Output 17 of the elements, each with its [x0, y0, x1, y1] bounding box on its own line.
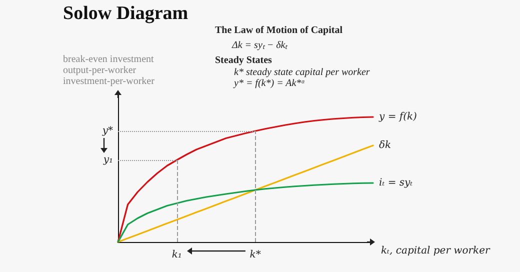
x-axis-title: kₜ, capital per worker — [381, 246, 492, 256]
text: Steady States — [215, 55, 272, 66]
series-label: y = f(k) — [378, 112, 418, 122]
ref-line-label: y₁ — [102, 154, 113, 166]
x-tick-label: k₁ — [172, 250, 182, 260]
text: break-even investment — [63, 54, 154, 65]
chart-title: Solow Diagram — [63, 3, 188, 25]
text: The Law of Motion of Capital — [215, 25, 342, 36]
series-label: δk — [379, 140, 392, 151]
text: y* = f(k*) = Ak*ᵅ — [234, 78, 306, 89]
text: investment-per-worker — [63, 76, 154, 87]
ref-line-label: y* — [101, 126, 113, 136]
x-tick-label: k* — [250, 250, 261, 260]
series-label: iₜ = syₜ — [379, 178, 414, 188]
text: Δk = syₜ − δkₜ — [232, 39, 288, 51]
text: k* steady state capital per worker — [234, 67, 370, 78]
text: output-per-worker — [63, 65, 136, 76]
